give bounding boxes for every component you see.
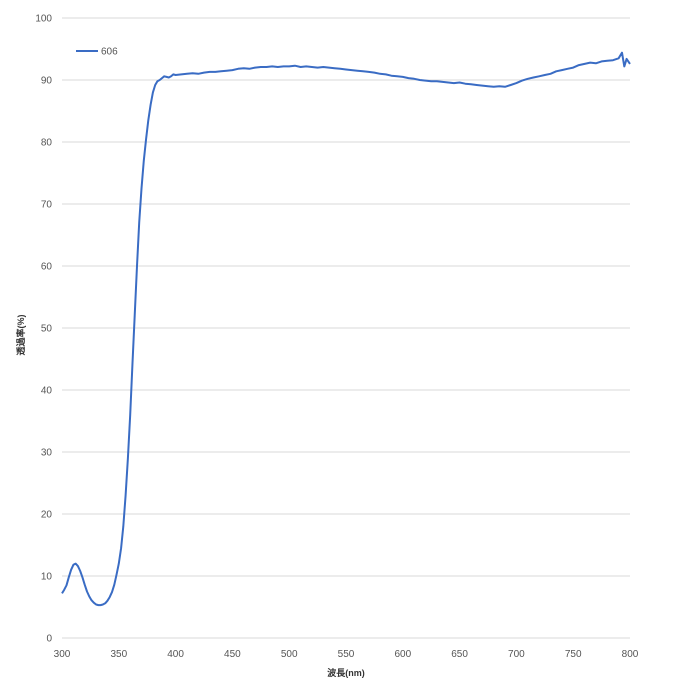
- series-layer: [61, 51, 631, 607]
- grid-lines: [62, 17, 630, 639]
- legend: 606: [76, 47, 118, 58]
- x-tick-label-600: 600: [394, 649, 411, 660]
- x-tick-label-350: 350: [110, 649, 127, 660]
- x-tick-label-550: 550: [338, 649, 355, 660]
- y-tick-label-0: 0: [46, 634, 52, 645]
- x-tick-label-700: 700: [508, 649, 525, 660]
- y-tick-label-20: 20: [41, 510, 53, 521]
- series-line-606: [61, 51, 631, 607]
- x-tick-label-300: 300: [54, 649, 71, 660]
- x-tick-label-750: 750: [565, 649, 582, 660]
- x-tick-label-800: 800: [622, 649, 639, 660]
- x-tick-label-650: 650: [451, 649, 468, 660]
- x-tick-labels: 300 350 400 450 500 550 600 650 700 750 800: [54, 649, 639, 660]
- y-tick-label-70: 70: [41, 200, 53, 211]
- legend-label-606: 606: [101, 47, 118, 58]
- y-axis-label: 透過率(%): [15, 315, 26, 356]
- y-tick-labels: 0 10 20 30 40 50 60 70 80 90 100: [35, 14, 52, 645]
- y-tick-label-100: 100: [35, 14, 52, 25]
- y-tick-label-30: 30: [41, 448, 53, 459]
- y-tick-label-60: 60: [41, 262, 53, 273]
- y-tick-label-80: 80: [41, 138, 53, 149]
- y-tick-label-90: 90: [41, 76, 53, 87]
- x-tick-label-450: 450: [224, 649, 241, 660]
- x-tick-label-400: 400: [167, 649, 184, 660]
- y-tick-label-50: 50: [41, 324, 53, 335]
- y-tick-label-40: 40: [41, 386, 53, 397]
- x-axis-label: 波長(nm): [327, 667, 365, 678]
- y-tick-label-10: 10: [41, 572, 53, 583]
- x-tick-label-500: 500: [281, 649, 298, 660]
